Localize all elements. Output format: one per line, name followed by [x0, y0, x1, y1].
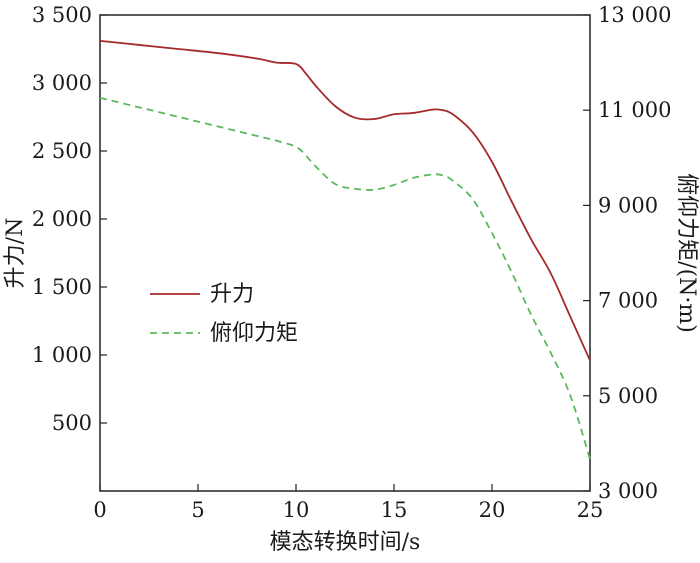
- x-tick-label: 0: [93, 498, 106, 522]
- legend-label-pitching-moment: 俯仰力矩: [210, 321, 298, 346]
- x-tick-label: 15: [381, 498, 408, 522]
- series-line-pitching-moment: [99, 96, 591, 460]
- left-y-tick-label: 2 000: [32, 207, 92, 231]
- left-y-tick-label: 500: [52, 411, 92, 435]
- legend: 升力 俯仰力矩: [150, 282, 298, 346]
- right-y-tick-label: 7 000: [598, 289, 658, 313]
- left-y-tick-label: 3 000: [32, 71, 92, 95]
- right-y-axis-ticks: 3 000 5 000 7 000 9 000 11 000 13 000: [583, 3, 671, 503]
- right-y-axis-title: 俯仰力矩/(N·m): [674, 173, 699, 333]
- x-axis-title: 模态转换时间/s: [270, 530, 421, 555]
- x-axis-ticks: 0 5 10 15 20 25: [93, 484, 603, 522]
- x-tick-label: 25: [577, 498, 604, 522]
- series-line-lift: [99, 39, 591, 361]
- left-y-tick-label: 1 000: [32, 343, 92, 367]
- right-y-tick-label: 3 000: [598, 479, 658, 503]
- x-tick-label: 10: [283, 498, 310, 522]
- x-tick-label: 20: [479, 498, 506, 522]
- right-y-tick-label: 13 000: [598, 3, 671, 27]
- left-y-axis-title: 升力/N: [3, 218, 28, 289]
- plot-frame: [99, 14, 591, 492]
- left-y-tick-label: 3 500: [32, 3, 92, 27]
- left-y-axis-ticks: 500 1 000 1 500 2 000 2 500 3 000 3 500: [32, 3, 107, 435]
- left-y-tick-label: 1 500: [32, 275, 92, 299]
- series-layer: [99, 39, 591, 460]
- right-y-tick-label: 9 000: [598, 193, 658, 217]
- right-y-tick-label: 5 000: [598, 384, 658, 408]
- x-tick-label: 5: [191, 498, 204, 522]
- left-y-tick-label: 2 500: [32, 139, 92, 163]
- legend-label-lift: 升力: [210, 282, 254, 307]
- right-y-tick-label: 11 000: [598, 98, 671, 122]
